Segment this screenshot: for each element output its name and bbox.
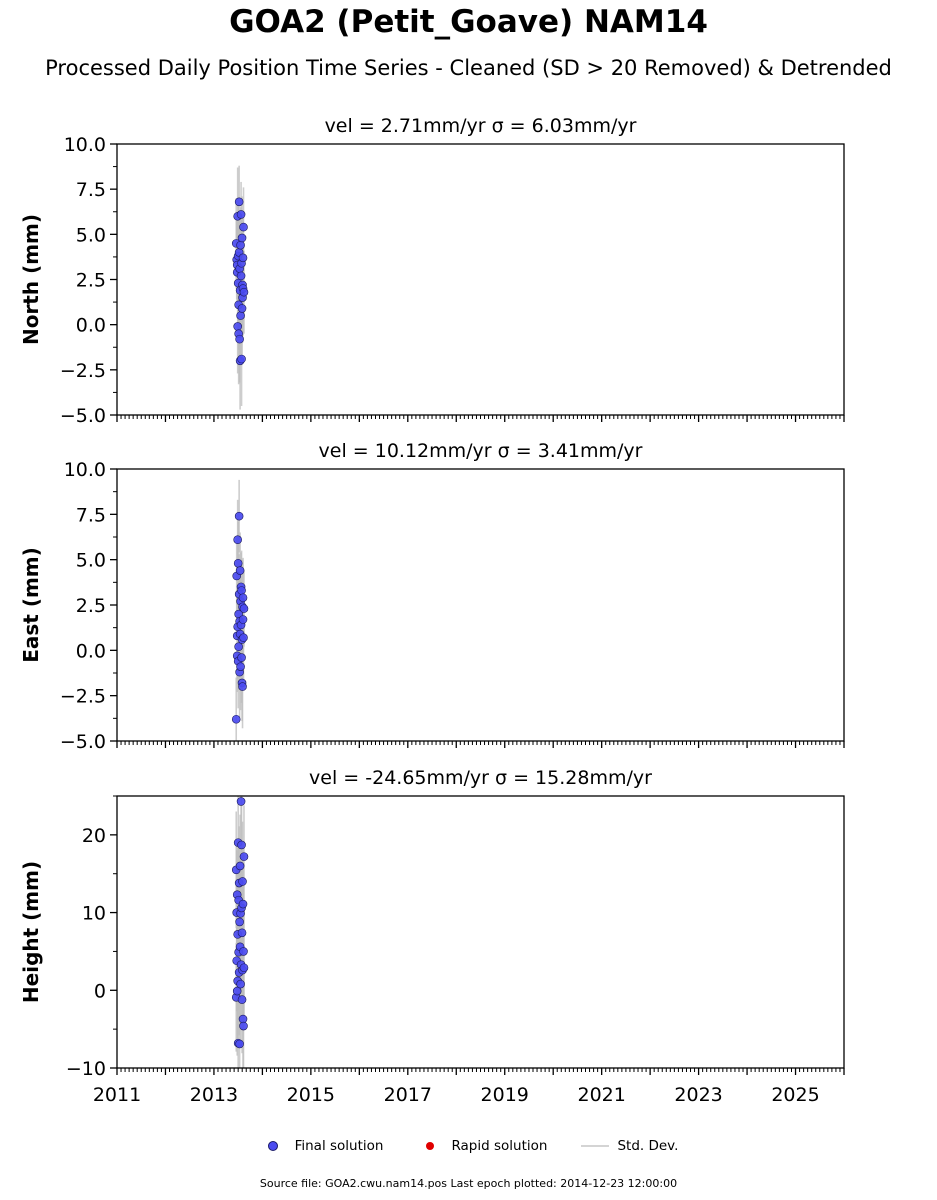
final-solution-point <box>231 714 241 724</box>
final-solution-point <box>236 271 246 281</box>
y-tick-label: 20 <box>82 825 106 847</box>
final-solution-point <box>235 917 244 927</box>
x-tick-label: 2013 <box>190 1084 238 1106</box>
final-solution-point <box>237 354 246 364</box>
panel-title: vel = 10.12mm/yr σ = 3.41mm/yr <box>319 440 643 462</box>
final-solution-point <box>238 593 248 603</box>
panel-title: vel = -24.65mm/yr σ = 15.28mm/yr <box>309 767 652 789</box>
final-solution-point <box>239 633 248 642</box>
y-tick-label: 10.0 <box>64 459 106 481</box>
final-solution-point <box>239 852 249 861</box>
final-solution-point <box>237 586 246 595</box>
y-tick-label: −2.5 <box>60 686 106 708</box>
x-tick-label: 2019 <box>481 1084 529 1106</box>
final-solution-point <box>232 986 242 996</box>
final-solution-point <box>234 197 244 207</box>
y-tick-label: 0 <box>94 980 106 1002</box>
final-solution-point <box>234 642 243 652</box>
y-tick-label: 5.0 <box>76 550 106 572</box>
final-solution-marker <box>267 1141 278 1151</box>
final-solution-point <box>234 511 244 521</box>
source-footnote: Source file: GOA2.cwu.nam14.pos Last epo… <box>259 1177 678 1190</box>
final-solution-point <box>238 615 248 624</box>
final-solution-point <box>236 662 245 671</box>
final-solution-point <box>233 558 243 568</box>
final-solution-point <box>237 995 247 1004</box>
y-tick-label: −5.0 <box>60 731 106 753</box>
final-solution-point <box>237 304 247 313</box>
legend-label-rapid: Rapid solution <box>451 1138 548 1154</box>
plot-frame <box>116 795 845 1069</box>
final-solution-point <box>237 840 246 850</box>
y-tick-label: −2.5 <box>60 360 106 382</box>
legend-item-final: Final solution <box>259 1138 384 1154</box>
final-solution-point <box>238 899 248 909</box>
final-solution-point <box>235 1039 244 1049</box>
final-solution-point <box>239 604 249 613</box>
y-tick-label: 7.5 <box>76 504 106 526</box>
x-tick-label: 2023 <box>674 1084 722 1106</box>
y-axis-label: East (mm) <box>19 547 43 663</box>
final-solution-point <box>235 861 245 871</box>
final-solution-point <box>233 535 242 545</box>
y-tick-label: 7.5 <box>76 179 106 201</box>
chart-subtitle: Processed Daily Position Time Series - C… <box>45 56 892 80</box>
legend: Final solution Rapid solution Std. Dev. <box>0 1138 937 1154</box>
final-solution-point <box>237 928 247 938</box>
y-axis-label: Height (mm) <box>19 861 43 1003</box>
final-solution-point <box>236 240 245 250</box>
legend-label-final: Final solution <box>294 1138 384 1154</box>
final-solution-point <box>237 233 247 243</box>
panel-title: vel = 2.71mm/yr σ = 6.03mm/yr <box>325 115 637 137</box>
plot-frame <box>116 143 845 416</box>
y-tick-label: 2.5 <box>76 595 106 617</box>
final-solution-point <box>238 682 247 691</box>
final-solution-point <box>237 653 246 662</box>
legend-label-std: Std. Dev. <box>617 1138 679 1154</box>
final-solution-point <box>238 877 247 886</box>
y-tick-label: 0.0 <box>76 315 106 337</box>
x-tick-label: 2017 <box>384 1084 432 1106</box>
final-solution-point <box>236 979 245 989</box>
x-tick-label: 2021 <box>577 1084 625 1106</box>
y-axis-label: North (mm) <box>19 214 43 345</box>
final-solution-point <box>233 322 242 331</box>
legend-item-rapid: Rapid solution <box>417 1138 547 1154</box>
y-tick-label: −5.0 <box>60 405 106 427</box>
y-tick-label: 5.0 <box>76 224 106 246</box>
final-solution-point <box>239 947 248 956</box>
legend-item-std: Std. Dev. <box>581 1138 678 1154</box>
y-tick-label: 10.0 <box>64 134 106 156</box>
std-dev-line <box>581 1145 610 1147</box>
final-solution-point <box>235 566 245 575</box>
final-solution-point <box>239 222 248 232</box>
x-tick-label: 2011 <box>93 1084 141 1106</box>
final-solution-point <box>236 311 245 320</box>
final-solution-point <box>236 797 246 806</box>
x-tick-label: 2025 <box>771 1084 819 1106</box>
y-tick-label: −10 <box>66 1058 106 1080</box>
final-solution-point <box>239 287 249 297</box>
y-tick-label: 10 <box>82 903 106 925</box>
y-tick-label: 0.0 <box>76 640 106 662</box>
y-tick-label: 2.5 <box>76 270 106 292</box>
rapid-solution-marker <box>426 1142 435 1150</box>
x-tick-label: 2015 <box>287 1084 335 1106</box>
plot-frame <box>116 468 845 742</box>
final-solution-point <box>235 334 244 344</box>
chart-title: GOA2 (Petit_Goave) NAM14 <box>229 4 708 40</box>
final-solution-point <box>239 963 249 973</box>
final-solution-point <box>238 253 248 263</box>
final-solution-point <box>239 1021 248 1031</box>
final-solution-point <box>236 210 246 219</box>
